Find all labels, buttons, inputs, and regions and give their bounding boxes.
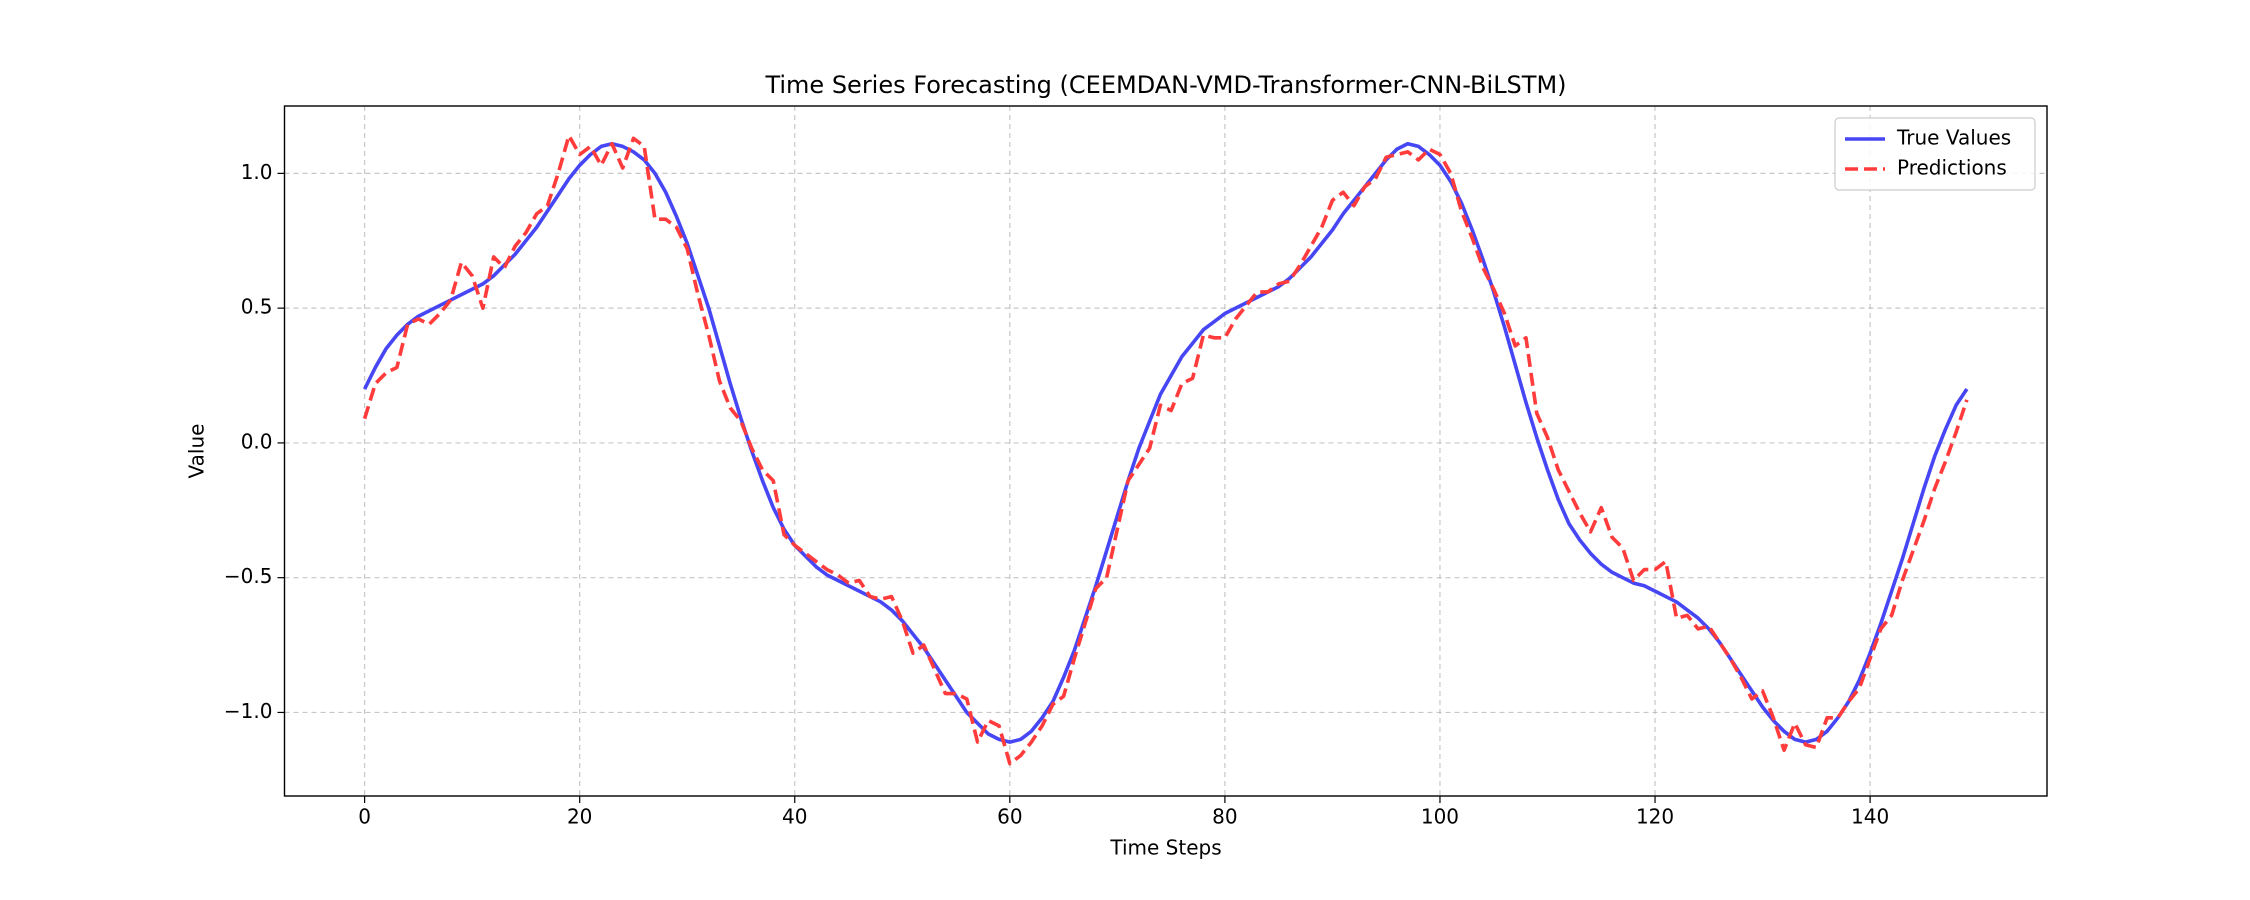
x-tick-label: 80 — [1212, 805, 1237, 829]
x-tick-label: 120 — [1636, 805, 1674, 829]
legend-label: Predictions — [1897, 156, 2007, 180]
y-tick-label: 0.0 — [241, 429, 273, 453]
x-tick-label: 20 — [567, 805, 592, 829]
x-axis-label: Time Steps — [1109, 836, 1221, 860]
y-tick-label: −0.5 — [224, 564, 273, 588]
y-axis-label: Value — [185, 424, 209, 479]
y-tick-label: −1.0 — [224, 699, 273, 723]
x-tick-label: 100 — [1421, 805, 1459, 829]
data-line — [362, 141, 1969, 744]
data-line — [362, 133, 1969, 766]
legend: True Values Predictions — [1834, 117, 2036, 191]
x-tick-label: 140 — [1851, 805, 1889, 829]
x-tick-label: 0 — [358, 805, 371, 829]
x-tick-label: 40 — [782, 805, 807, 829]
x-tick-label: 60 — [997, 805, 1022, 829]
y-tick-label: 1.0 — [241, 160, 273, 184]
legend-box — [1834, 117, 2036, 191]
plot-frame — [283, 105, 2048, 797]
y-tick-label: 0.5 — [241, 295, 273, 319]
legend-label: True Values — [1896, 126, 2011, 150]
chart-title: Time Series Forecasting (CEEMDAN-VMD-Tra… — [764, 71, 1566, 99]
